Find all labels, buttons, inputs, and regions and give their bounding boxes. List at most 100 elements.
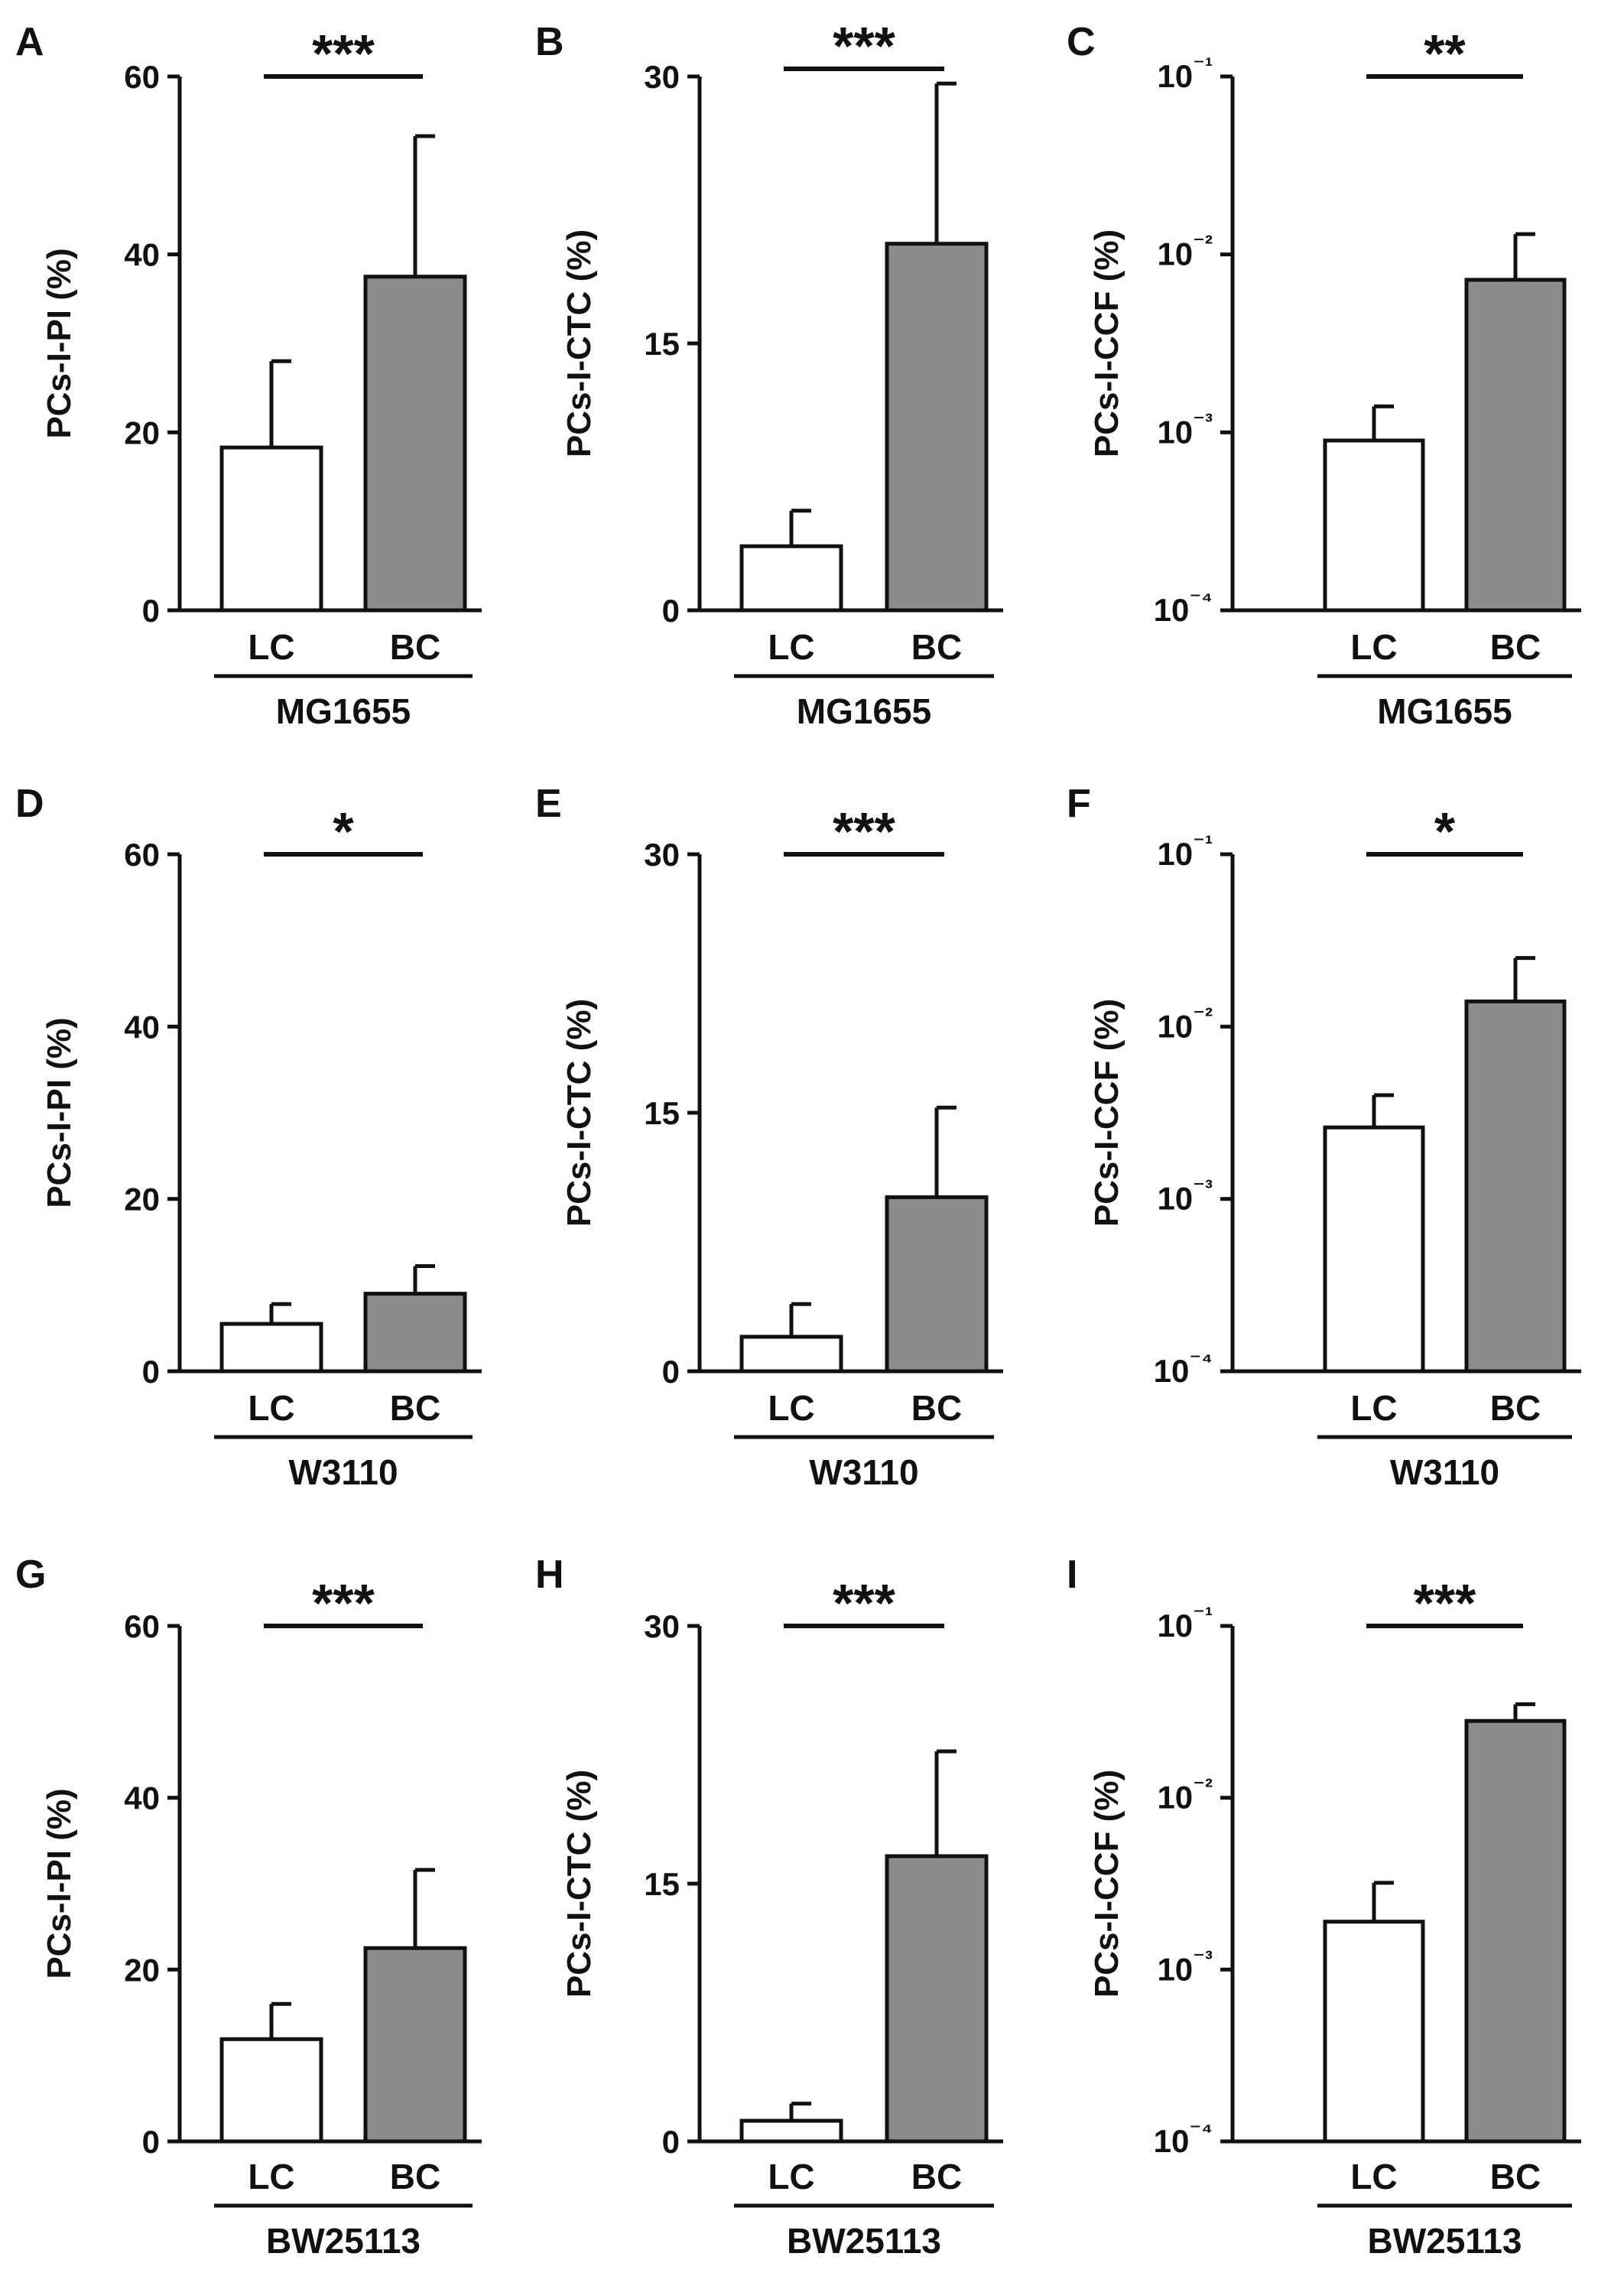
y-tick-label: 0	[142, 593, 160, 629]
significance-stars: ***	[833, 16, 895, 76]
y-tick-label: 10⁻⁴	[1154, 1348, 1213, 1389]
bar-lc	[1323, 1920, 1425, 2144]
category-label-bc: BC	[390, 2157, 440, 2196]
bar-bc	[363, 1946, 467, 2144]
bar-lc	[739, 1335, 843, 1374]
panel-letter-i: I	[1067, 1553, 1077, 1597]
category-label-bc: BC	[390, 627, 440, 667]
category-label-lc: LC	[1350, 627, 1397, 667]
category-label-bc: BC	[1490, 1388, 1541, 1428]
significance-stars: ***	[833, 1573, 895, 1633]
y-tick-label: 20	[124, 1952, 160, 1988]
bar-lc	[219, 445, 323, 613]
y-axis-title: PCs-I-CCF (%)	[1088, 999, 1125, 1227]
bar-bc	[885, 242, 989, 613]
y-tick-label: 10⁻³	[1157, 1176, 1213, 1217]
category-label-bc: BC	[911, 2157, 962, 2196]
y-axis-title: PCs-I-CTC (%)	[560, 1770, 598, 1998]
panel-a: A 0 20 40 60 PCs-I-PI (%) LC BC *** MG1655	[15, 20, 482, 731]
category-label-lc: LC	[1350, 1388, 1397, 1428]
y-tick-label: 15	[644, 1095, 680, 1131]
y-tick-label: 60	[124, 59, 160, 95]
y-tick-label: 15	[644, 1866, 680, 1902]
bar-lc	[219, 1322, 323, 1374]
strain-label: BW25113	[787, 2221, 941, 2261]
y-axis-title: PCs-I-CCF (%)	[1088, 229, 1125, 457]
strain-label: MG1655	[1377, 691, 1512, 731]
panel-letter-b: B	[535, 20, 564, 64]
panel-g: G 0 20 40 60 PCs-I-PI (%) LC BC *** BW25113	[15, 1553, 482, 2261]
y-tick-label: 10⁻²	[1157, 1775, 1213, 1816]
y-axis-title: PCs-I-CTC (%)	[560, 999, 598, 1227]
category-label-bc: BC	[390, 1388, 440, 1428]
bar-bc	[1464, 999, 1567, 1374]
y-tick-label: 40	[124, 1009, 160, 1045]
significance-stars: **	[1424, 24, 1466, 83]
strain-label: W3110	[1390, 1452, 1499, 1492]
y-tick-label: 0	[662, 1354, 680, 1390]
panel-letter-g: G	[15, 1553, 46, 1597]
y-axis-title: PCs-I-CCF (%)	[1088, 1770, 1125, 1998]
panel-e: E 0 15 30 PCs-I-CTC (%) LC BC *** W3110	[535, 782, 1003, 1492]
y-tick-label: 0	[662, 593, 680, 629]
bar-bc	[1464, 1718, 1567, 2144]
panel-letter-h: H	[535, 1553, 564, 1597]
strain-label: W3110	[809, 1452, 918, 1492]
significance-stars: ***	[312, 24, 375, 83]
bar-lc	[1323, 438, 1425, 613]
y-tick-label: 20	[124, 415, 160, 450]
y-tick-label: 10⁻¹	[1157, 54, 1213, 94]
bar-lc	[1323, 1125, 1425, 1374]
panel-letter-a: A	[15, 20, 44, 64]
bar-lc	[739, 2118, 843, 2144]
category-label-lc: LC	[768, 1388, 814, 1428]
bar-bc	[1464, 278, 1567, 613]
bar-lc	[739, 544, 843, 613]
significance-stars: ***	[1414, 1573, 1476, 1633]
significance-stars: *	[1434, 801, 1456, 861]
y-axis-title: PCs-I-CTC (%)	[560, 229, 598, 457]
y-tick-label: 0	[142, 2124, 160, 2160]
strain-label: MG1655	[797, 691, 931, 731]
y-tick-label: 10⁻²	[1157, 232, 1213, 272]
bar-lc	[219, 2037, 323, 2144]
y-axis-title: PCs-I-PI (%)	[41, 1788, 78, 1978]
category-label-bc: BC	[911, 1388, 962, 1428]
y-tick-label: 10⁻³	[1157, 1946, 1213, 1987]
panel-b: B 0 15 30 PCs-I-CTC (%) LC BC *** MG1655	[535, 16, 1003, 731]
y-tick-label: 30	[644, 1608, 680, 1644]
significance-stars: *	[333, 801, 354, 861]
y-tick-label: 30	[644, 59, 680, 95]
y-tick-label: 10⁻⁴	[1154, 587, 1213, 628]
bar-bc	[885, 1195, 989, 1374]
category-label-bc: BC	[911, 627, 962, 667]
panel-h: H 0 15 30 PCs-I-CTC (%) LC BC *** BW25113	[535, 1553, 1003, 2261]
y-tick-label: 10⁻¹	[1157, 1603, 1213, 1644]
y-tick-label: 30	[644, 837, 680, 873]
y-tick-label: 0	[662, 2124, 680, 2160]
category-label-lc: LC	[248, 1388, 294, 1428]
category-label-bc: BC	[1490, 2157, 1541, 2196]
significance-stars: ***	[312, 1573, 375, 1633]
y-axis-title: PCs-I-PI (%)	[41, 248, 78, 438]
y-axis-title: PCs-I-PI (%)	[41, 1017, 78, 1208]
category-label-lc: LC	[768, 2157, 814, 2196]
strain-label: MG1655	[276, 691, 411, 731]
panel-letter-f: F	[1067, 782, 1091, 826]
y-tick-label: 15	[644, 326, 680, 362]
category-label-bc: BC	[1490, 627, 1541, 667]
y-tick-label: 0	[142, 1354, 160, 1390]
y-tick-label: 40	[124, 1780, 160, 1816]
category-label-lc: LC	[248, 627, 294, 667]
panel-c: C 10⁻⁴ 10⁻³ 10⁻² 10⁻¹ PCs-I-CCF (%) LC BC ** MG16…	[1067, 20, 1581, 731]
panel-letter-e: E	[535, 782, 562, 826]
y-tick-label: 60	[124, 1608, 160, 1644]
panel-f: F 10⁻⁴ 10⁻³ 10⁻² 10⁻¹ PCs-I-CCF (%) LC BC * W3110	[1067, 782, 1581, 1492]
y-tick-label: 60	[124, 837, 160, 873]
y-tick-label: 10⁻⁴	[1154, 2118, 1213, 2159]
y-tick-label: 40	[124, 237, 160, 273]
category-label-lc: LC	[1350, 2157, 1397, 2196]
y-tick-label: 10⁻¹	[1157, 831, 1213, 872]
y-tick-label: 10⁻²	[1157, 1003, 1213, 1044]
